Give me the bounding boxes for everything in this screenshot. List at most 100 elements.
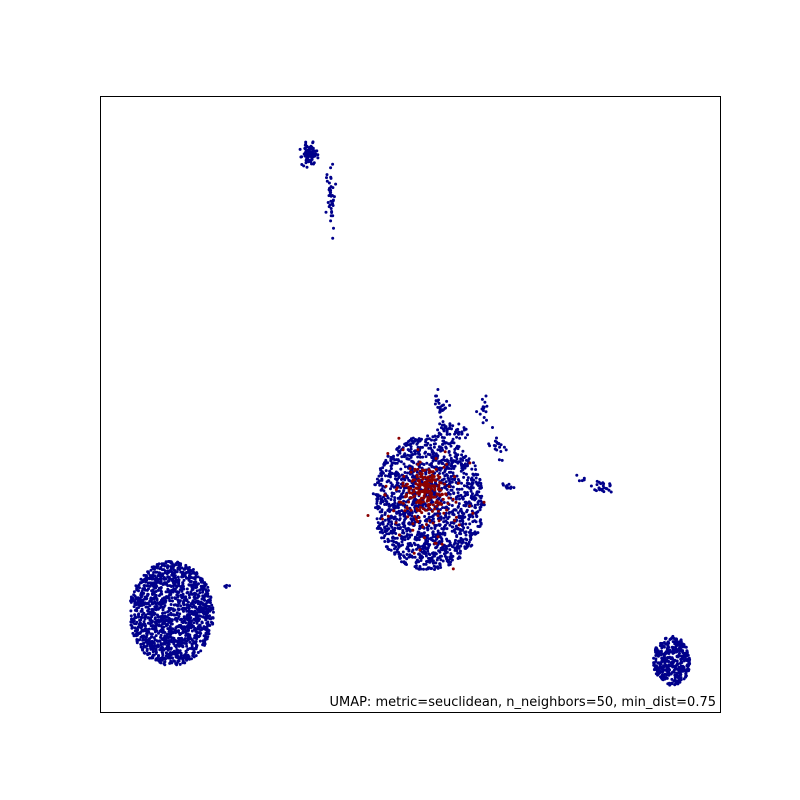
scatter-point — [672, 651, 676, 655]
scatter-point — [481, 421, 485, 425]
scatter-point — [456, 542, 460, 546]
scatter-point — [443, 482, 447, 486]
scatter-point — [438, 512, 442, 516]
scatter-point — [375, 502, 379, 505]
scatter-point — [598, 488, 602, 492]
scatter-point — [455, 487, 459, 491]
scatter-point — [376, 497, 380, 501]
scatter-point — [448, 442, 452, 446]
scatter-point — [397, 436, 401, 440]
scatter-point — [411, 555, 415, 559]
scatter-point — [461, 528, 465, 532]
scatter-point — [448, 492, 452, 496]
scatter-point — [197, 608, 201, 612]
scatter-point — [416, 467, 420, 471]
scatter-point — [427, 446, 431, 450]
scatter-point — [211, 622, 215, 626]
scatter-point — [382, 463, 386, 467]
scatter-point — [462, 456, 466, 460]
scatter-point — [682, 659, 686, 663]
scatter-point — [169, 592, 173, 596]
scatter-point — [653, 649, 657, 652]
scatter-point — [672, 636, 676, 640]
scatter-point — [670, 682, 674, 686]
scatter-point — [395, 458, 398, 462]
scatter-point — [389, 487, 392, 491]
scatter-point — [417, 531, 421, 534]
scatter-point — [185, 571, 188, 574]
scatter-point — [421, 445, 424, 449]
scatter-point — [436, 535, 440, 539]
scatter-point — [430, 509, 434, 513]
scatter-point — [199, 628, 203, 632]
scatter-point — [676, 662, 679, 665]
scatter-point — [409, 517, 413, 521]
scatter-point — [307, 152, 311, 156]
scatter-point — [156, 613, 159, 617]
scatter-point — [201, 615, 205, 619]
scatter-point — [146, 621, 150, 625]
scatter-point — [464, 533, 468, 537]
scatter-point — [382, 536, 386, 540]
scatter-point — [451, 437, 455, 441]
scatter-point — [436, 487, 440, 491]
scatter-point — [421, 544, 424, 548]
scatter-point — [662, 664, 665, 668]
scatter-point — [180, 589, 184, 593]
scatter-point — [432, 564, 436, 568]
scatter-point — [309, 147, 313, 151]
scatter-point — [676, 682, 680, 686]
scatter-point — [427, 537, 431, 541]
scatter-point — [324, 210, 328, 214]
scatter-point — [304, 161, 308, 165]
scatter-point — [409, 470, 413, 474]
scatter-point — [425, 560, 429, 564]
scatter-point — [463, 462, 467, 466]
scatter-point — [392, 540, 396, 544]
scatter-point — [162, 625, 166, 629]
scatter-point — [403, 524, 407, 528]
scatter-point — [440, 527, 444, 531]
scatter-point — [139, 593, 143, 597]
scatter-point — [449, 555, 453, 559]
scatter-point — [184, 621, 188, 625]
scatter-point — [432, 532, 435, 536]
scatter-point — [669, 672, 673, 676]
scatter-point — [177, 584, 180, 588]
scatter-point — [409, 437, 413, 441]
scatter-point — [414, 438, 417, 441]
scatter-point — [400, 540, 404, 544]
scatter-point — [203, 627, 207, 631]
scatter-point — [203, 598, 207, 602]
scatter-point — [151, 656, 155, 660]
scatter-point — [375, 499, 379, 503]
scatter-point — [419, 505, 423, 509]
scatter-point — [195, 572, 199, 576]
scatter-point — [161, 573, 165, 577]
scatter-point — [135, 638, 139, 642]
scatter-point — [329, 214, 333, 218]
scatter-point — [454, 452, 457, 455]
scatter-point — [444, 549, 448, 553]
scatter-point — [194, 633, 197, 637]
scatter-point — [144, 605, 148, 609]
scatter-point — [439, 449, 443, 453]
scatter-point — [451, 512, 455, 516]
scatter-point — [380, 508, 384, 512]
scatter-point — [449, 543, 453, 547]
scatter-point — [199, 576, 202, 580]
scatter-point — [383, 525, 387, 529]
scatter-point — [406, 476, 410, 480]
scatter-point — [380, 474, 384, 477]
scatter-point — [658, 666, 662, 670]
scatter-point — [407, 500, 411, 504]
scatter-point — [191, 605, 194, 609]
scatter-point — [177, 607, 181, 611]
scatter-point — [664, 636, 668, 640]
scatter-point — [397, 459, 401, 463]
scatter-point — [398, 555, 401, 559]
scatter-point — [191, 568, 195, 571]
scatter-point — [602, 490, 606, 494]
scatter-point — [415, 507, 419, 511]
scatter-point — [478, 478, 482, 482]
